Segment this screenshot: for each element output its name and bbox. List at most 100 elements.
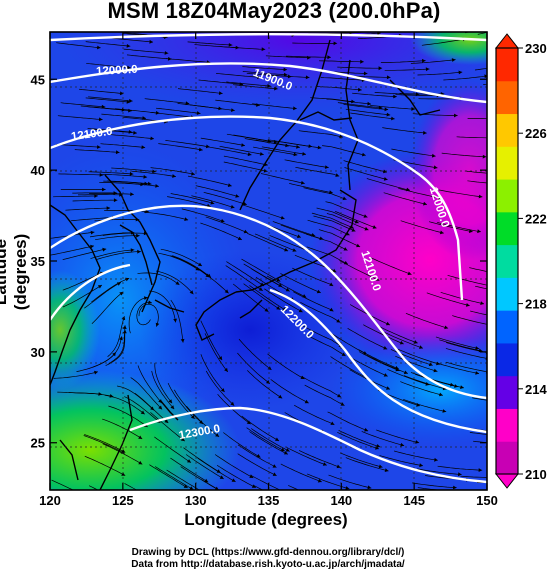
streamline-arrow xyxy=(419,463,423,468)
streamline xyxy=(264,74,310,78)
streamline-arrow xyxy=(454,113,458,118)
streamline-arrow xyxy=(278,283,283,287)
streamline xyxy=(465,32,471,34)
streamline xyxy=(219,145,264,155)
streamline-arrow xyxy=(137,249,141,254)
streamline xyxy=(109,134,155,140)
streamline xyxy=(327,411,369,432)
streamline xyxy=(198,79,244,85)
streamline xyxy=(232,283,269,312)
streamline-arrow xyxy=(425,67,430,72)
streamline-arrow xyxy=(189,486,194,490)
streamline-arrow xyxy=(205,144,210,149)
streamline xyxy=(464,170,487,174)
streamline xyxy=(158,143,203,151)
streamline-arrow xyxy=(423,130,427,135)
streamline-arrow xyxy=(138,435,143,439)
streamline-arrow xyxy=(218,106,222,111)
streamline xyxy=(241,258,281,282)
x-axis-label: Longitude (degrees) xyxy=(184,510,348,529)
x-tick-label: 120 xyxy=(39,493,61,508)
streamline-arrow xyxy=(428,362,433,367)
y-tick-label: 45 xyxy=(31,72,45,87)
streamline xyxy=(376,324,418,344)
streamline xyxy=(106,180,152,185)
streamline-arrow xyxy=(345,486,350,490)
streamline xyxy=(293,291,334,312)
streamline xyxy=(437,222,481,233)
streamline-arrow xyxy=(224,289,229,294)
streamline-arrow xyxy=(454,384,458,388)
streamline xyxy=(53,195,98,198)
streamline-arrow xyxy=(280,215,285,220)
streamline xyxy=(200,222,243,241)
streamline-arrow xyxy=(524,77,528,81)
streamline xyxy=(165,58,211,63)
streamline-arrow xyxy=(341,352,346,356)
streamline-arrow xyxy=(97,285,102,289)
streamline xyxy=(214,454,254,479)
streamline-arrow xyxy=(249,474,254,478)
streamline-arrow xyxy=(453,485,457,490)
streamline-arrow xyxy=(383,177,388,181)
streamline-arrow xyxy=(343,247,348,251)
streamline-arrow xyxy=(259,152,264,156)
streamline-arrow xyxy=(224,367,228,372)
streamline xyxy=(325,201,368,218)
streamline xyxy=(167,196,211,208)
streamline-arrow xyxy=(385,321,390,326)
streamline-arrow xyxy=(190,415,195,419)
streamline xyxy=(302,325,343,348)
streamline xyxy=(160,248,203,267)
streamline xyxy=(134,392,169,424)
streamline xyxy=(207,146,252,156)
streamline-arrow xyxy=(383,346,388,350)
streamline xyxy=(473,440,487,443)
streamline xyxy=(417,71,463,76)
streamline xyxy=(216,73,261,78)
contour-label: 12000.0 xyxy=(96,64,138,78)
streamline xyxy=(83,435,125,454)
colorbar-bottom-arrow xyxy=(494,473,520,489)
streamline-arrow xyxy=(148,300,152,305)
x-tick-label: 150 xyxy=(476,493,498,508)
streamline xyxy=(177,88,223,94)
streamline-arrow xyxy=(115,150,120,155)
streamline-arrow xyxy=(164,419,169,423)
streamline xyxy=(187,41,233,46)
streamline-arrow xyxy=(317,145,322,150)
streamline-arrow xyxy=(419,345,423,349)
streamline xyxy=(72,199,118,202)
streamline xyxy=(85,97,131,103)
streamline xyxy=(144,98,190,104)
streamline-arrow xyxy=(220,388,225,392)
streamline-arrow xyxy=(364,226,369,231)
streamline xyxy=(138,303,159,327)
streamline-arrow xyxy=(138,460,143,465)
x-tick-label: 140 xyxy=(330,493,352,508)
streamline-arrow xyxy=(230,401,235,406)
streamline xyxy=(253,485,264,490)
streamline xyxy=(469,432,487,435)
streamline xyxy=(151,370,175,410)
streamline xyxy=(410,59,456,64)
streamline-arrow xyxy=(305,75,310,80)
streamline xyxy=(91,277,130,303)
streamline xyxy=(366,178,411,191)
streamline-arrow xyxy=(215,433,220,437)
streamline xyxy=(405,312,449,329)
streamline xyxy=(200,137,245,146)
streamline xyxy=(56,42,101,49)
colorbar-cell xyxy=(496,244,518,278)
streamline-arrow xyxy=(175,281,180,285)
streamline-arrow xyxy=(210,200,215,205)
streamline-arrow xyxy=(319,236,324,241)
streamline-arrow xyxy=(364,427,369,432)
y-tick-label: 30 xyxy=(31,345,45,360)
streamline xyxy=(345,457,389,472)
streamline-arrow xyxy=(130,248,135,252)
streamline-arrow xyxy=(383,169,387,174)
streamline-arrow xyxy=(367,101,371,106)
streamline xyxy=(150,167,195,175)
